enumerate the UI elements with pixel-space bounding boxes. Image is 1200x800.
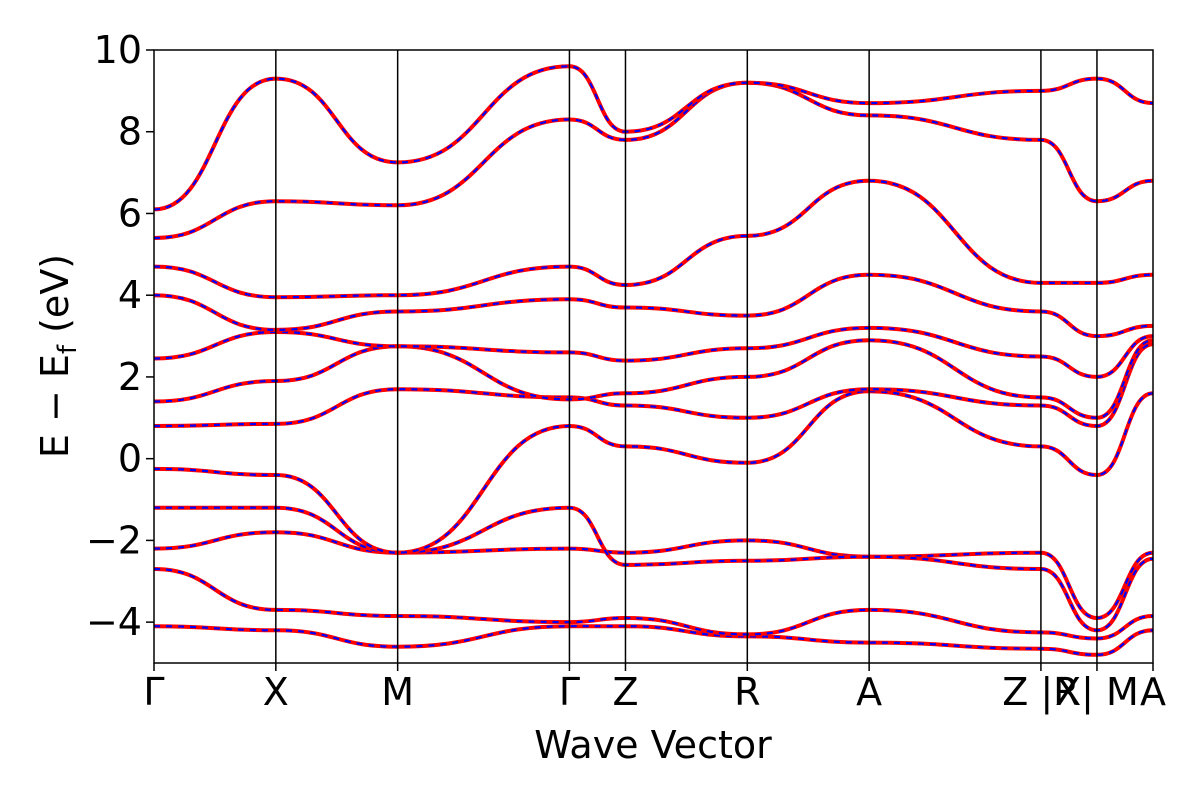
y-tick-label: 4	[118, 273, 142, 317]
y-axis-ticks: −4 −2 0 2 4 6 8 10	[86, 28, 154, 644]
x-tick-label: X| M	[1055, 670, 1139, 715]
y-axis-label-subscript: f	[53, 344, 83, 354]
y-tick-label: −4	[86, 600, 142, 644]
x-tick-label: X	[263, 670, 289, 714]
band-line-11	[154, 80, 1153, 240]
y-tick-label: 6	[118, 191, 142, 235]
x-tick-label: M	[381, 670, 414, 714]
y-tick-label: 2	[118, 355, 142, 399]
band-line-dashed-5	[154, 390, 1153, 554]
x-axis-label: Wave Vector	[534, 723, 772, 767]
y-tick-label: 0	[118, 437, 142, 481]
x-tick-label: R	[734, 670, 760, 714]
band-line-9	[154, 272, 1153, 339]
x-tick-label: Z	[612, 670, 638, 714]
x-tick-label: Γ	[143, 670, 164, 714]
band-line-dashed-9	[154, 273, 1153, 338]
x-tick-label: Γ	[559, 670, 580, 714]
y-axis-label: E − Ef (eV)	[33, 254, 83, 458]
x-tick-label: Z |R	[1002, 670, 1079, 715]
band-line-dashed-7	[154, 339, 1153, 419]
bands-layer	[154, 64, 1153, 657]
band-line-3	[154, 530, 1153, 621]
y-tick-label: −2	[86, 518, 142, 562]
band-line-dashed-11	[154, 81, 1153, 240]
y-tick-label: 8	[118, 110, 142, 154]
high-symmetry-lines	[275, 50, 1098, 663]
x-tick-label: A	[1140, 670, 1166, 714]
band-line-dashed-8	[154, 326, 1153, 379]
band-line-10	[154, 178, 1153, 300]
band-line-dashed-6	[154, 343, 1153, 428]
band-line-8	[154, 325, 1153, 379]
band-line-dashed-3	[154, 531, 1153, 620]
band-line-dashed-1	[154, 625, 1153, 656]
band-line-6	[154, 342, 1153, 429]
band-line-4	[154, 505, 1153, 633]
y-axis-label-main: E − E	[33, 354, 77, 458]
y-tick-label: 10	[94, 28, 142, 72]
band-line-5	[154, 389, 1153, 555]
x-tick-label: A	[856, 670, 882, 714]
axes-frame	[153, 49, 1154, 664]
y-axis-label-unit: (eV)	[33, 254, 77, 345]
